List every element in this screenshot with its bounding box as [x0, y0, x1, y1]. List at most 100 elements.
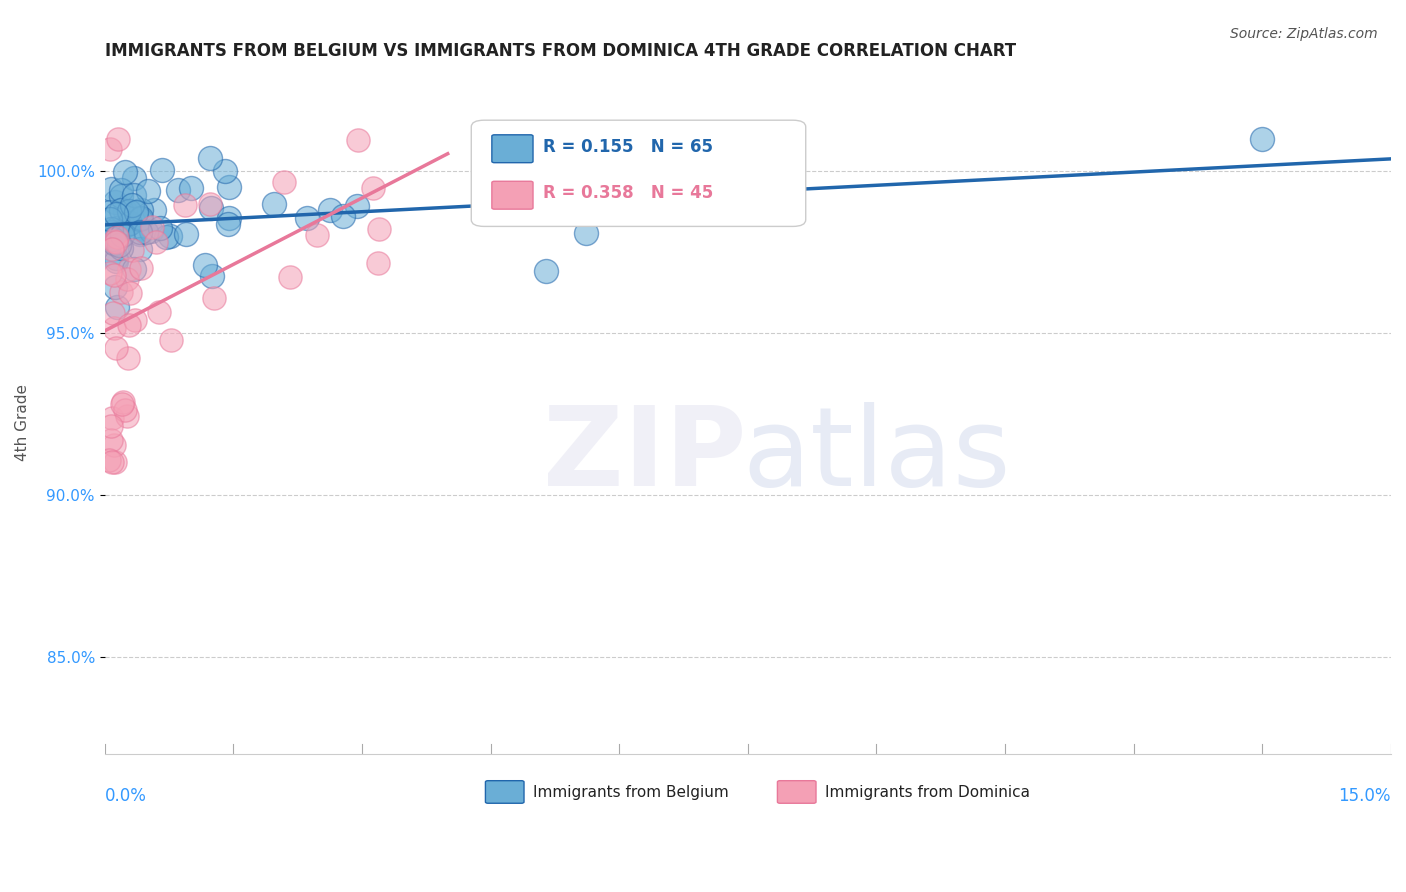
- Point: [105, 221, 128, 235]
- Point: [150, 163, 173, 178]
- Point: [101, 306, 124, 320]
- Point: [131, 260, 153, 275]
- Point: [346, 133, 368, 147]
- Point: [125, 205, 148, 219]
- Point: [198, 151, 221, 165]
- Point: [98, 453, 121, 467]
- Text: ZIP: ZIP: [543, 402, 747, 509]
- Point: [115, 272, 138, 286]
- Point: [98, 142, 121, 156]
- Point: [100, 222, 122, 236]
- Point: [110, 241, 132, 255]
- Point: [121, 198, 143, 212]
- Point: [103, 438, 125, 452]
- Point: [114, 403, 136, 417]
- Point: [100, 410, 122, 425]
- Point: [114, 165, 136, 179]
- Point: [100, 182, 122, 196]
- Point: [174, 227, 197, 241]
- Text: Immigrants from Dominica: Immigrants from Dominica: [825, 785, 1031, 800]
- FancyBboxPatch shape: [778, 780, 815, 804]
- FancyBboxPatch shape: [492, 135, 533, 162]
- Point: [295, 211, 318, 226]
- Point: [105, 230, 128, 244]
- Point: [138, 185, 160, 199]
- FancyBboxPatch shape: [471, 120, 806, 227]
- Point: [214, 164, 236, 178]
- Point: [118, 216, 141, 230]
- Point: [118, 261, 141, 276]
- Point: [198, 197, 221, 211]
- Point: [118, 318, 141, 333]
- Point: [98, 204, 121, 219]
- FancyBboxPatch shape: [485, 780, 524, 804]
- Point: [263, 197, 285, 211]
- Point: [105, 300, 128, 314]
- Point: [201, 269, 224, 284]
- Text: 0.0%: 0.0%: [104, 787, 146, 805]
- Point: [148, 305, 170, 319]
- Point: [104, 195, 127, 210]
- Point: [115, 409, 138, 423]
- Point: [131, 202, 153, 217]
- Point: [104, 207, 127, 221]
- Point: [100, 419, 122, 434]
- Point: [200, 201, 222, 215]
- Point: [141, 224, 163, 238]
- Point: [367, 256, 389, 270]
- Point: [107, 132, 129, 146]
- Point: [368, 222, 391, 236]
- Point: [118, 204, 141, 219]
- Point: [129, 226, 152, 240]
- Point: [174, 198, 197, 212]
- Point: [103, 321, 125, 335]
- Point: [319, 202, 342, 217]
- Point: [155, 230, 177, 244]
- Point: [101, 231, 124, 245]
- Point: [103, 234, 125, 248]
- Point: [361, 180, 384, 194]
- Point: [346, 199, 368, 213]
- Point: [111, 395, 134, 409]
- Point: [332, 209, 354, 223]
- Point: [104, 235, 127, 250]
- Point: [534, 263, 557, 277]
- Point: [121, 244, 143, 258]
- Point: [143, 203, 166, 218]
- Point: [101, 243, 124, 257]
- Text: atlas: atlas: [742, 402, 1011, 509]
- Point: [1251, 132, 1274, 146]
- Text: R = 0.155   N = 65: R = 0.155 N = 65: [543, 137, 713, 156]
- Point: [141, 220, 163, 235]
- Point: [117, 217, 139, 231]
- Point: [128, 211, 150, 226]
- Point: [108, 237, 131, 252]
- Point: [111, 397, 134, 411]
- Point: [217, 217, 239, 231]
- Point: [145, 235, 167, 250]
- Point: [110, 285, 132, 299]
- Point: [167, 183, 190, 197]
- Point: [104, 253, 127, 268]
- Point: [117, 351, 139, 365]
- Point: [105, 341, 128, 355]
- Point: [103, 236, 125, 251]
- Point: [120, 286, 142, 301]
- Point: [98, 266, 121, 280]
- Point: [129, 227, 152, 241]
- Point: [100, 433, 122, 447]
- Text: 15.0%: 15.0%: [1339, 787, 1391, 805]
- Text: Source: ZipAtlas.com: Source: ZipAtlas.com: [1230, 27, 1378, 41]
- Point: [129, 242, 152, 256]
- FancyBboxPatch shape: [492, 181, 533, 209]
- Point: [129, 211, 152, 226]
- Point: [280, 270, 302, 285]
- Point: [307, 227, 329, 242]
- Point: [98, 212, 121, 227]
- Point: [122, 188, 145, 202]
- Point: [160, 333, 183, 347]
- Point: [103, 268, 125, 283]
- Point: [218, 211, 240, 226]
- Point: [149, 221, 172, 235]
- Point: [159, 229, 181, 244]
